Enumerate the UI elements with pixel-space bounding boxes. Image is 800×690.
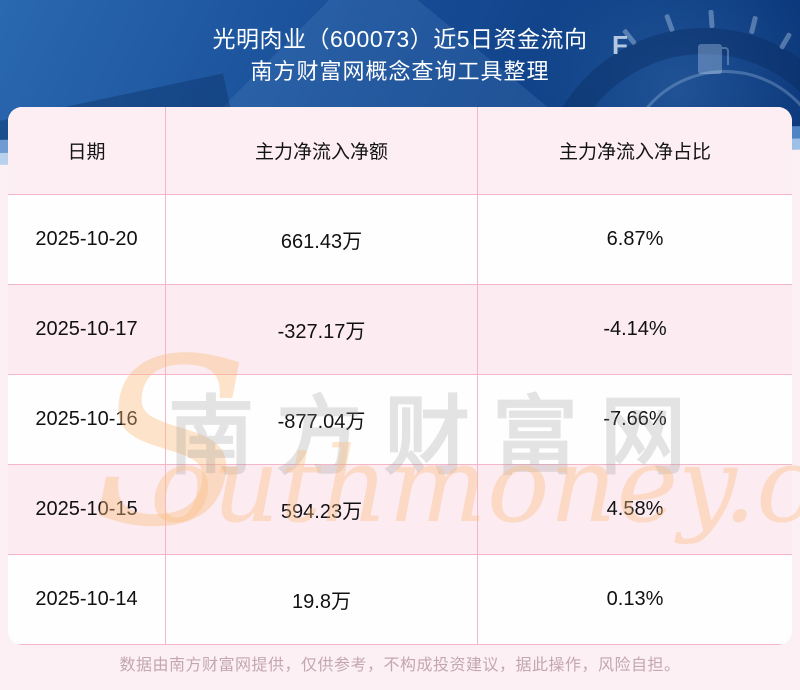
table-row: 2025-10-14 19.8万 0.13% [8, 555, 792, 645]
footer-disclaimer: 数据由南方财富网提供，仅供参考，不构成投资建议，据此操作，风险自担。 [119, 657, 681, 674]
cell-net-inflow: 594.23万 [166, 465, 478, 555]
page-title: 光明肉业（600073）近5日资金流向 南方财富网概念查询工具整理 [0, 22, 800, 88]
cell-date: 2025-10-14 [8, 555, 166, 645]
column-header-net-inflow-pct: 主力净流入净占比 [478, 107, 792, 195]
title-line-2: 南方财富网概念查询工具整理 [250, 59, 550, 84]
cell-date: 2025-10-17 [8, 285, 166, 375]
cell-net-inflow-pct: -7.66% [478, 375, 792, 465]
cell-net-inflow-pct: 0.13% [478, 555, 792, 645]
fund-flow-table: 日期 主力净流入净额 主力净流入净占比 2025-10-20 661.43万 6… [8, 107, 792, 645]
cell-date: 2025-10-16 [8, 375, 166, 465]
cell-net-inflow: 661.43万 [166, 195, 478, 285]
cell-net-inflow-pct: -4.14% [478, 285, 792, 375]
title-line-1: 光明肉业（600073）近5日资金流向 [212, 26, 588, 52]
table-row: 2025-10-15 594.23万 4.58% [8, 465, 792, 555]
cell-date: 2025-10-20 [8, 195, 166, 285]
table-row: 2025-10-16 -877.04万 -7.66% [8, 375, 792, 465]
table-row: 2025-10-20 661.43万 6.87% [8, 195, 792, 285]
cell-net-inflow: 19.8万 [166, 555, 478, 645]
cell-net-inflow: -877.04万 [166, 375, 478, 465]
column-header-net-inflow: 主力净流入净额 [166, 107, 478, 195]
cell-net-inflow-pct: 4.58% [478, 465, 792, 555]
table-row: 2025-10-17 -327.17万 -4.14% [8, 285, 792, 375]
table-header-row: 日期 主力净流入净额 主力净流入净占比 [8, 107, 792, 195]
cell-net-inflow: -327.17万 [166, 285, 478, 375]
cell-date: 2025-10-15 [8, 465, 166, 555]
fuel-pump-icon [698, 44, 729, 74]
column-header-date: 日期 [8, 107, 166, 195]
cell-net-inflow-pct: 6.87% [478, 195, 792, 285]
